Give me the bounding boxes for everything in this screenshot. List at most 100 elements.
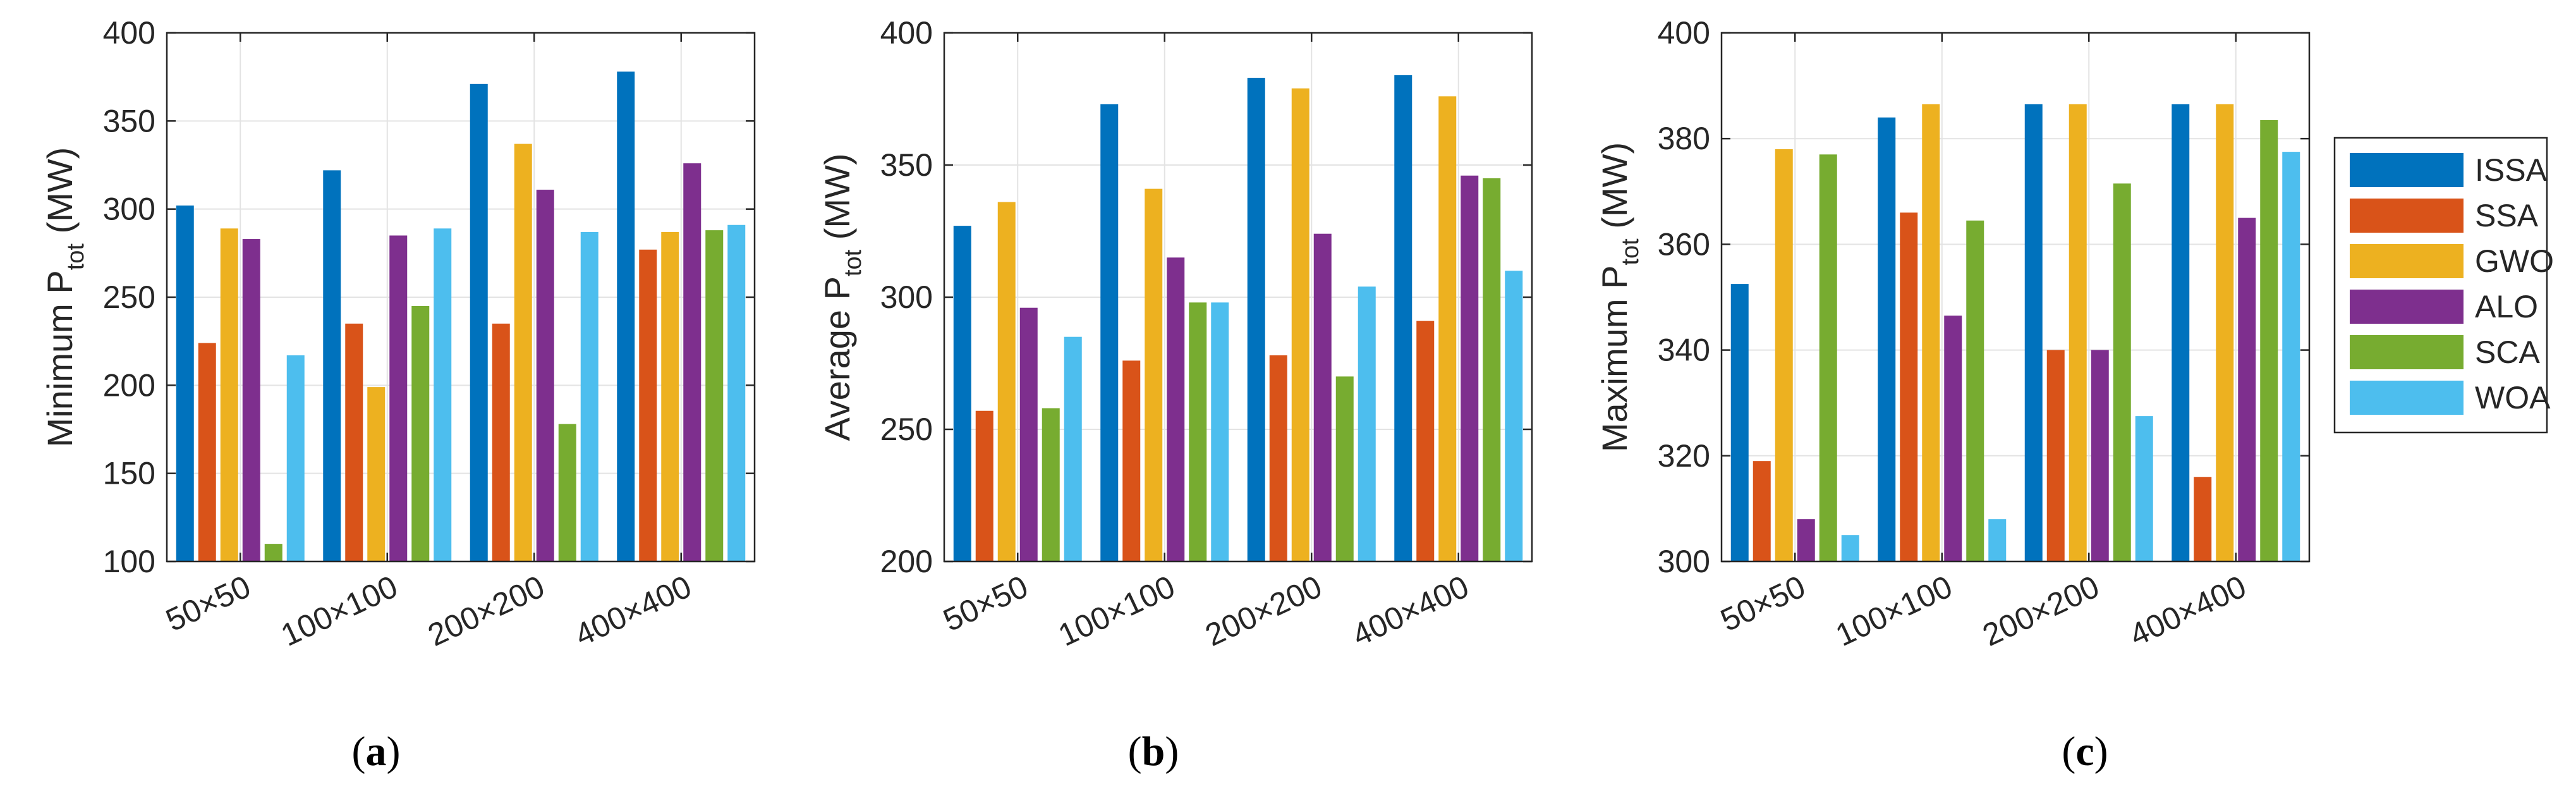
y-axis-label: Maximum Ptot (MW) (1595, 142, 1644, 452)
y-tick-label: 400 (103, 15, 155, 51)
bar-ssa-3 (2046, 350, 2065, 561)
panel-label-letter: c (2075, 728, 2094, 775)
x-tick-label: 400×400 (569, 568, 696, 653)
y-axis-label-subscript: tot (1617, 238, 1644, 266)
x-tick-label: 50×50 (161, 568, 256, 638)
bar-ssa-2 (1900, 212, 1918, 561)
panel-label: (b) (1128, 728, 1179, 775)
x-tick-label: 400×400 (1347, 568, 1474, 653)
bar-ssa-2 (1122, 360, 1141, 561)
y-axis-label-subscript: tot (63, 243, 89, 271)
panel-label-letter: a (366, 728, 387, 775)
y-tick-label: 200 (103, 367, 155, 403)
bar-sca-1 (1042, 408, 1060, 561)
bar-woa-1 (1841, 535, 1859, 561)
bar-woa-2 (1988, 519, 2007, 561)
bar-sca-2 (1189, 302, 1207, 561)
bar-sca-3 (558, 424, 576, 561)
y-axis-label-main: Minimum P (40, 270, 80, 447)
legend-swatch-ssa (2350, 199, 2464, 233)
y-tick-label: 250 (103, 279, 155, 315)
panel-label-close: ) (2094, 728, 2108, 775)
axes-box (1720, 32, 2311, 563)
bar-sca-2 (1966, 220, 1984, 561)
panel-label-letter: b (1142, 728, 1165, 775)
y-tick-label: 400 (880, 15, 933, 51)
chart-panel-b: 200 250 300 350 400 50×50 100×100 200×200 400×40… (817, 15, 1533, 775)
bar-sca-3 (1335, 376, 1354, 561)
bar-woa-4 (727, 224, 746, 561)
legend-label-issa: ISSA (2475, 152, 2548, 188)
bar-sca-1 (264, 544, 283, 561)
bar-issa-2 (1878, 117, 1896, 561)
legend-swatch-woa (2350, 381, 2464, 415)
bar-sca-3 (2113, 183, 2131, 561)
y-tick-label: 360 (1658, 226, 1710, 262)
bar-issa-3 (2024, 104, 2043, 562)
y-tick-label: 380 (1658, 121, 1710, 156)
y-tick-label: 320 (1658, 438, 1710, 474)
bar-sca-4 (705, 230, 724, 561)
y-axis-label-unit: (MW) (40, 147, 80, 243)
bar-gwo-1 (997, 202, 1016, 561)
legend-swatch-alo (2350, 290, 2464, 324)
x-tick-label: 400×400 (2124, 568, 2251, 653)
y-tick-label: 200 (880, 544, 933, 579)
bar-ssa-3 (492, 323, 510, 561)
y-tick-label: 150 (103, 456, 155, 491)
bar-alo-3 (536, 190, 554, 562)
bar-alo-4 (1461, 175, 1479, 562)
panel-label-open: ( (2062, 728, 2075, 775)
bar-gwo-1 (1775, 149, 1793, 562)
y-tick-label: 350 (103, 103, 155, 138)
legend-swatch-gwo (2350, 244, 2464, 278)
x-tick-label: 100×100 (276, 568, 403, 653)
y-axis-label-unit: (MW) (1595, 142, 1634, 238)
bar-gwo-2 (1145, 188, 1163, 561)
x-tick-label: 200×200 (423, 568, 550, 653)
legend-label-woa: WOA (2475, 380, 2551, 415)
bar-gwo-3 (514, 144, 532, 561)
bar-alo-1 (1019, 307, 1038, 561)
panel-label-close: ) (387, 728, 401, 775)
y-axis-label-unit: (MW) (817, 153, 857, 249)
bar-gwo-2 (1922, 104, 1940, 562)
bar-issa-3 (470, 83, 488, 561)
bar-woa-4 (2282, 152, 2300, 562)
bar-woa-2 (1211, 302, 1229, 561)
bar-woa-2 (434, 228, 452, 561)
chart-panel-c: 300 320 340 360 380 400 50×50 100×100 200×200 400… (1595, 15, 2311, 775)
y-axis-label-main: Average P (817, 276, 857, 441)
x-tick-label: 50×50 (938, 568, 1033, 638)
bar-alo-3 (1313, 233, 1332, 561)
bar-sca-1 (1819, 154, 1837, 561)
y-tick-label: 100 (103, 544, 155, 579)
axes-box (166, 32, 756, 563)
axes-box (943, 32, 1533, 563)
bar-ssa-3 (1269, 355, 1287, 561)
bar-woa-3 (1358, 286, 1376, 561)
bar-gwo-4 (2216, 104, 2234, 562)
bar-alo-4 (683, 163, 702, 561)
panel-label-open: ( (1128, 728, 1142, 775)
panel-label: (a) (352, 728, 401, 775)
y-tick-label: 350 (880, 147, 933, 183)
bar-alo-2 (1944, 316, 1962, 561)
bar-gwo-4 (661, 231, 679, 562)
legend: ISSA SSA GWO ALO SCA WOA (2333, 137, 2554, 434)
legend-swatch-issa (2350, 153, 2464, 187)
bar-alo-1 (242, 239, 260, 561)
bar-issa-4 (617, 71, 635, 562)
bar-issa-1 (953, 226, 971, 561)
panel-label-close: ) (1165, 728, 1179, 775)
x-tick-label: 200×200 (1978, 568, 2105, 653)
bar-woa-3 (2135, 416, 2153, 561)
bar-woa-1 (1064, 336, 1082, 561)
bar-issa-1 (1730, 284, 1749, 561)
y-axis-label: Average Ptot (MW) (817, 153, 866, 441)
bar-alo-2 (389, 235, 408, 561)
legend-swatch-sca (2350, 335, 2464, 369)
y-tick-label: 300 (880, 279, 933, 315)
y-tick-label: 250 (880, 412, 933, 447)
